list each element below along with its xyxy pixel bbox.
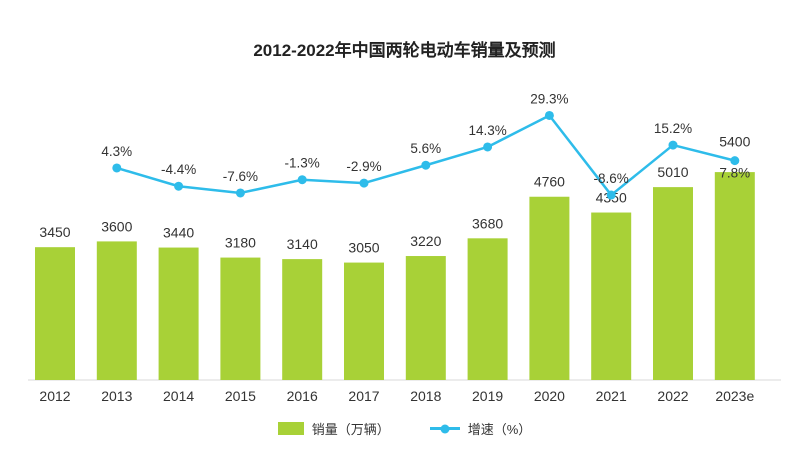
sales-value-label: 3440	[163, 225, 194, 241]
sales-value-label: 5400	[719, 134, 750, 150]
x-axis-label: 2014	[163, 388, 194, 404]
growth-value-label: 7.8%	[719, 166, 750, 181]
legend-growth-label: 增速（%）	[467, 422, 532, 437]
x-axis-label: 2016	[287, 388, 318, 404]
growth-value-label: 5.6%	[410, 141, 441, 156]
sales-value-label: 4760	[534, 174, 565, 190]
growth-point	[359, 178, 369, 188]
growth-value-label: 4.3%	[101, 144, 132, 159]
growth-value-label: -2.9%	[346, 159, 381, 174]
legend-item-sales: 销量（万辆）	[277, 419, 390, 438]
chart-title: 2012-2022年中国两轮电动车销量及预测	[253, 41, 556, 60]
growth-point	[730, 156, 740, 166]
sales-swatch-icon	[277, 422, 304, 435]
growth-value-label: -8.6%	[594, 171, 629, 186]
sales-bar	[405, 256, 446, 380]
legend: 销量（万辆） 增速（%）	[0, 419, 809, 438]
x-axis-label: 2019	[472, 388, 503, 404]
legend-item-growth: 增速（%）	[429, 419, 532, 438]
x-axis-label: 2023e	[715, 388, 754, 404]
growth-point	[668, 140, 678, 150]
legend-sales-label: 销量（万辆）	[311, 422, 390, 437]
sales-value-label: 3680	[472, 215, 503, 231]
sales-value-label: 3180	[225, 235, 256, 251]
sales-bar	[467, 238, 508, 380]
x-axis-label: 2017	[348, 388, 379, 404]
growth-point	[544, 110, 554, 120]
sales-value-label: 3450	[39, 224, 70, 240]
growth-value-label: -7.6%	[223, 169, 258, 184]
sales-bar	[529, 196, 570, 380]
sales-value-label: 3600	[101, 218, 132, 234]
sales-bar	[220, 257, 261, 380]
sales-bar	[714, 172, 755, 380]
growth-value-label: 14.3%	[468, 123, 506, 138]
growth-point	[174, 181, 184, 191]
sales-value-label: 5010	[657, 164, 688, 180]
sales-value-label: 3050	[348, 240, 379, 256]
x-axis-label: 2020	[534, 388, 565, 404]
sales-bar	[158, 247, 199, 380]
growth-point	[421, 160, 431, 170]
growth-point	[606, 190, 616, 200]
growth-point	[297, 175, 307, 185]
x-axis-label: 2018	[410, 388, 441, 404]
growth-value-label: -1.3%	[285, 156, 320, 171]
growth-value-label: 15.2%	[654, 121, 692, 136]
x-axis-label: 2021	[596, 388, 627, 404]
growth-point	[112, 163, 122, 173]
sales-value-label: 3220	[410, 233, 441, 249]
growth-point	[483, 142, 493, 152]
x-axis-label: 2013	[101, 388, 132, 404]
growth-line-icon	[429, 424, 460, 433]
x-axis-label: 2022	[657, 388, 688, 404]
growth-dot-icon	[440, 424, 450, 433]
growth-value-label: -4.4%	[161, 162, 196, 177]
x-axis-label: 2015	[225, 388, 256, 404]
sales-bar	[344, 262, 384, 380]
sales-bar	[653, 187, 693, 380]
x-axis-label: 2012	[39, 388, 70, 404]
sales-bar	[282, 259, 323, 380]
sales-value-label: 3140	[287, 236, 318, 252]
growth-point	[235, 188, 245, 198]
sales-bar	[96, 241, 137, 380]
sales-bar	[591, 212, 632, 380]
sales-bar	[35, 247, 75, 380]
growth-value-label: 29.3%	[530, 91, 568, 106]
